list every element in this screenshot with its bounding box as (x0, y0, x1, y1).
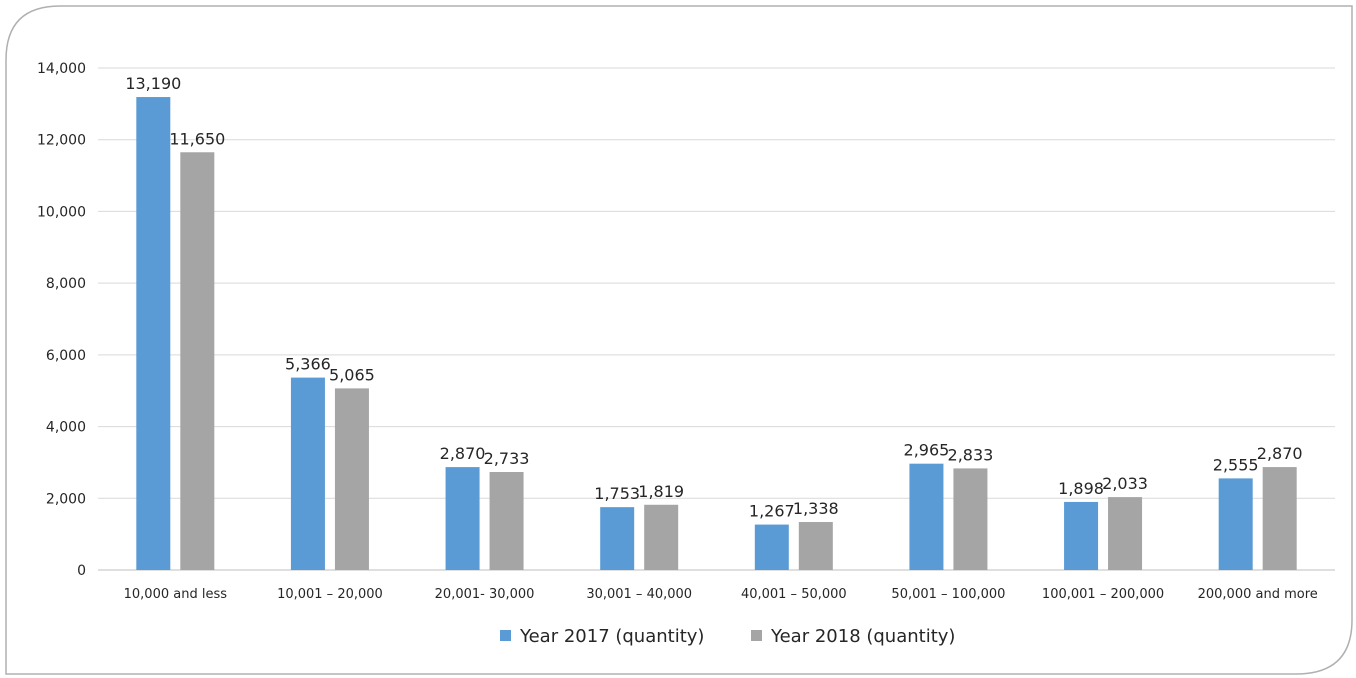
bar (180, 152, 215, 570)
y-tick-label: 0 (77, 563, 86, 579)
bars (136, 97, 1297, 571)
y-tick-label: 14,000 (37, 61, 86, 77)
bar (754, 524, 789, 570)
bar (1064, 501, 1099, 570)
data-label: 11,650 (169, 129, 225, 148)
data-label: 13,190 (125, 74, 181, 93)
legend: Year 2017 (quantity) Year 2018 (quantity) (500, 626, 955, 647)
data-label: 5,065 (329, 365, 375, 384)
data-labels: 13,19011,6505,3665,0652,8702,7331,7531,8… (125, 74, 1302, 521)
y-tick-label: 10,000 (37, 204, 86, 220)
data-label: 2,555 (1213, 455, 1259, 474)
x-tick-label: 200,000 and more (1198, 587, 1318, 602)
data-label: 1,267 (749, 502, 795, 521)
legend-swatch (500, 630, 511, 641)
data-label: 2,870 (440, 444, 486, 463)
y-tick-label: 6,000 (46, 348, 86, 364)
bar (644, 504, 679, 570)
legend-swatch (751, 630, 762, 641)
y-tick-label: 12,000 (37, 133, 86, 149)
x-tick-label: 50,001 – 100,000 (891, 587, 1005, 602)
x-tick-label: 40,001 – 50,000 (741, 587, 847, 602)
y-tick-label: 2,000 (46, 491, 86, 507)
data-label: 1,898 (1058, 479, 1104, 498)
x-tick-label: 100,001 – 200,000 (1042, 587, 1164, 602)
x-tick-label: 30,001 – 40,000 (586, 587, 692, 602)
y-tick-label: 8,000 (46, 276, 86, 292)
x-axis: 10,000 and less 10,001 – 20,000 20,001- 30… (124, 587, 1318, 602)
bar (953, 468, 988, 570)
bar (136, 97, 171, 571)
data-label: 2,833 (948, 445, 994, 464)
gridlines (98, 67, 1335, 571)
legend-label: Year 2018 (quantity) (770, 626, 955, 647)
data-label: 2,965 (904, 441, 950, 460)
bar (600, 507, 635, 570)
y-tick-label: 4,000 (46, 420, 86, 436)
bar (798, 522, 833, 570)
bar (489, 472, 524, 570)
x-tick-label: 20,001- 30,000 (435, 587, 535, 602)
data-label: 1,753 (594, 484, 640, 503)
bar (1218, 478, 1253, 570)
bar (445, 467, 480, 570)
data-label: 5,366 (285, 355, 331, 374)
bar (909, 463, 944, 570)
x-tick-label: 10,001 – 20,000 (277, 587, 383, 602)
bar (1108, 497, 1143, 570)
bar (334, 388, 369, 570)
legend-label: Year 2017 (quantity) (519, 626, 704, 647)
bar (1262, 467, 1297, 570)
data-label: 2,870 (1257, 444, 1303, 463)
data-label: 2,733 (484, 449, 530, 468)
x-tick-label: 10,000 and less (124, 587, 228, 602)
data-label: 2,033 (1102, 474, 1148, 493)
data-label: 1,819 (638, 482, 684, 501)
bar (290, 377, 325, 570)
data-label: 1,338 (793, 499, 839, 518)
y-axis: 0 2,000 4,000 6,000 8,000 10,000 12,000 14,000 (37, 61, 86, 579)
